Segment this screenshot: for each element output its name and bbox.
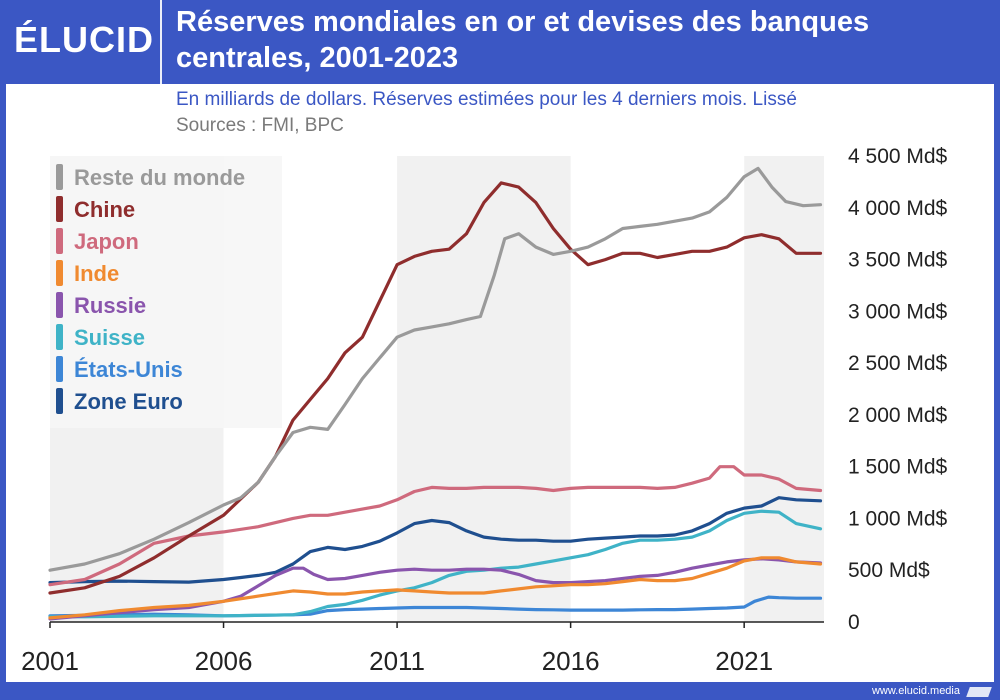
x-tick-label: 2021	[715, 646, 773, 676]
legend-label: Russie	[74, 293, 146, 318]
y-tick-label: 1 500 Md$	[848, 456, 948, 479]
x-tick-label: 2011	[369, 646, 425, 676]
legend-label: Reste du monde	[74, 165, 245, 190]
legend-box	[50, 156, 282, 428]
legend-label: Japon	[74, 229, 139, 254]
y-tick-label: 1 000 Md$	[848, 507, 948, 530]
legend-swatch	[56, 196, 63, 222]
legend-swatch	[56, 260, 63, 286]
chart-panel: En milliards de dollars. Réserves estimé…	[6, 84, 994, 682]
y-tick-label: 2 000 Md$	[848, 404, 948, 427]
chart-title-line-2: centrales, 2001-2023	[176, 42, 459, 74]
shaded-band-2	[744, 156, 824, 622]
series-line-russie	[48, 557, 823, 621]
footer-website: www.elucid.media	[871, 685, 960, 697]
x-tick-label: 2006	[195, 646, 253, 676]
series-line-inde	[48, 556, 823, 620]
legend-label: États-Unis	[74, 357, 183, 382]
y-tick-label: 3 000 Md$	[848, 300, 948, 323]
y-tick-label: 2 500 Md$	[848, 352, 948, 375]
shaded-band-1	[397, 156, 571, 622]
series-line-zone-euro	[48, 496, 823, 585]
y-tick-label: 4 000 Md$	[848, 197, 948, 220]
chart-sources: Sources : FMI, BPC	[176, 115, 344, 136]
legend-label: Inde	[74, 261, 119, 286]
y-tick-label: 500 Md$	[848, 559, 930, 582]
x-tick-label: 2001	[21, 646, 79, 676]
legend-label: Suisse	[74, 325, 145, 350]
legend-swatch	[56, 356, 63, 382]
legend-swatch	[56, 292, 63, 318]
legend-swatch	[56, 164, 63, 190]
x-tick-label: 2016	[542, 646, 600, 676]
chart-subtitle: En milliards de dollars. Réserves estimé…	[176, 89, 797, 110]
series-line-japon	[48, 465, 823, 587]
line-chart: 0 500 Md$ 1 000 Md$ 1 500 Md$ 2 000 Md$ 2 500…	[21, 145, 948, 676]
y-tick-label: 0	[848, 611, 860, 634]
footer-logo-mark	[966, 687, 992, 697]
header-divider	[160, 0, 162, 84]
legend-label: Zone Euro	[74, 389, 183, 414]
y-tick-label: 3 500 Md$	[848, 249, 948, 272]
legend-swatch	[56, 388, 63, 414]
legend-swatch	[56, 324, 63, 350]
header: ÉLUCID Réserves mondiales en or et devis…	[0, 0, 1000, 84]
legend-label: Chine	[74, 197, 135, 222]
chart-title-line-1: Réserves mondiales en or et devises des …	[176, 6, 870, 38]
y-tick-label: 4 500 Md$	[848, 145, 948, 168]
series-line-reste-du-monde	[48, 166, 823, 572]
elucid-logo: ÉLUCID	[14, 19, 154, 60]
chart-title: Réserves mondiales en or et devises des …	[176, 4, 996, 76]
legend-swatch	[56, 228, 63, 254]
